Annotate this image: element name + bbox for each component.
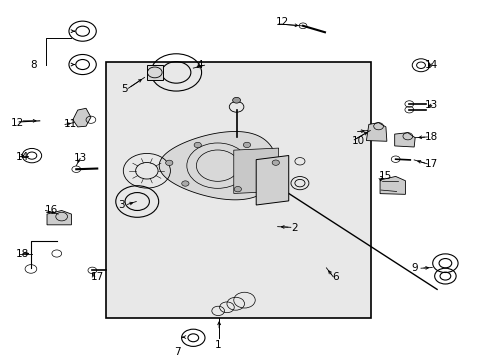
Text: 18: 18 — [15, 248, 28, 258]
Text: 8: 8 — [31, 60, 37, 70]
Circle shape — [194, 142, 201, 148]
Text: 11: 11 — [64, 120, 77, 129]
Circle shape — [165, 160, 173, 166]
Text: 13: 13 — [424, 100, 437, 110]
Polygon shape — [394, 133, 414, 147]
Text: 2: 2 — [290, 224, 297, 233]
Bar — [105, 62, 370, 318]
Polygon shape — [379, 176, 405, 194]
Circle shape — [272, 160, 279, 165]
Polygon shape — [47, 211, 71, 225]
Text: 15: 15 — [378, 171, 391, 181]
Text: 5: 5 — [121, 84, 127, 94]
Circle shape — [243, 142, 250, 148]
Text: 12: 12 — [276, 17, 289, 27]
Text: 4: 4 — [196, 60, 203, 70]
Circle shape — [232, 97, 240, 103]
Polygon shape — [73, 108, 91, 127]
Text: 13: 13 — [74, 153, 87, 163]
Text: 1: 1 — [214, 339, 221, 350]
Polygon shape — [366, 123, 386, 141]
Polygon shape — [256, 156, 288, 205]
Text: 16: 16 — [44, 206, 58, 216]
Text: 7: 7 — [174, 347, 181, 357]
Text: 3: 3 — [118, 200, 125, 210]
Text: 9: 9 — [410, 263, 417, 273]
Text: 18: 18 — [424, 132, 437, 142]
Text: 14: 14 — [424, 60, 437, 70]
Circle shape — [182, 181, 189, 186]
Text: 10: 10 — [351, 136, 364, 145]
Circle shape — [234, 186, 241, 192]
Bar — [147, 64, 162, 80]
Text: 17: 17 — [91, 272, 104, 282]
Text: 12: 12 — [10, 118, 23, 128]
Text: 17: 17 — [424, 159, 437, 169]
Polygon shape — [159, 131, 276, 200]
Polygon shape — [233, 148, 278, 193]
Text: 6: 6 — [331, 272, 338, 282]
Text: 14: 14 — [15, 152, 28, 162]
